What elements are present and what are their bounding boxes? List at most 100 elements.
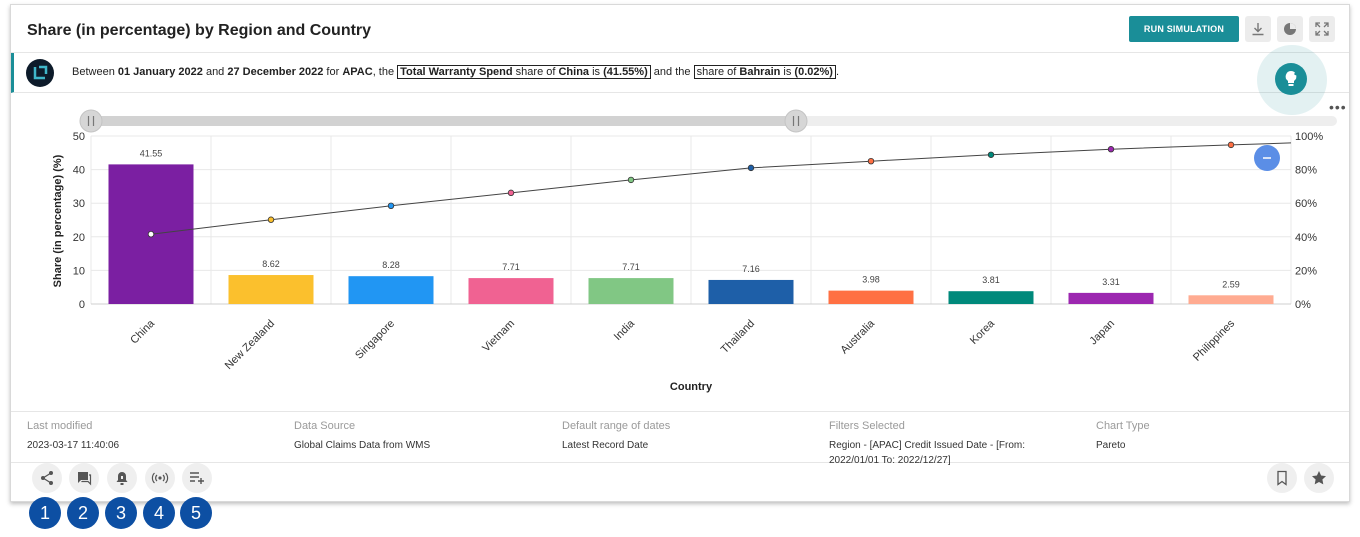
chart-card: Share (in percentage) by Region and Coun…	[10, 4, 1350, 502]
cumulative-point[interactable]	[987, 151, 995, 158]
insight-part: , the	[372, 66, 398, 78]
bar-value-label: 8.62	[262, 259, 280, 269]
x-tick-label: Vietnam	[480, 318, 517, 355]
page-title: Share (in percentage) by Region and Coun…	[27, 22, 372, 39]
y-tick-label: 10	[73, 265, 85, 277]
alert-button[interactable]	[107, 463, 137, 493]
chart-type-button[interactable]	[1277, 16, 1303, 42]
bar-value-label: 2.59	[1222, 279, 1240, 289]
bar-value-label: 3.31	[1102, 277, 1120, 287]
cumulative-point[interactable]	[867, 157, 875, 165]
insight-part: .	[835, 66, 840, 78]
insight-bottom-value: (0.02%)	[794, 66, 833, 78]
add-to-list-button[interactable]	[182, 463, 212, 493]
y-tick-label: 50	[73, 131, 85, 143]
card-header: Share (in percentage) by Region and Coun…	[11, 5, 1349, 53]
x-tick-label: Philippines	[1191, 317, 1237, 363]
step-badge-3: 3	[105, 497, 137, 529]
pareto-chart: 0 10 20 30 40 50 0% 20% 40% 60% 80% 100% 41.55 China 8…	[52, 109, 1337, 393]
meta-value: 2022/01/01 To: 2022/12/27]	[829, 455, 951, 466]
insight-part: is	[780, 66, 795, 78]
y2-tick-label: 80%	[1295, 165, 1317, 177]
cumulative-point[interactable]	[747, 164, 755, 172]
meta-filters: Filters Selected Region - [APAC] Credit …	[829, 420, 1025, 468]
x-tick-label: Australia	[838, 317, 877, 356]
meta-value: Pareto	[1096, 440, 1126, 451]
cumulative-line	[150, 142, 1292, 235]
range-slider-selection[interactable]	[91, 116, 796, 126]
zoom-out-button[interactable]	[1254, 145, 1280, 171]
bar-value-label: 7.71	[622, 262, 640, 272]
alert-bell-icon	[116, 472, 128, 485]
y-tick-label: 30	[73, 198, 85, 210]
bar-india[interactable]	[588, 278, 674, 304]
bar-value-label: 41.55	[140, 148, 163, 158]
meta-value: Global Claims Data from WMS	[294, 440, 431, 451]
bookmark-icon	[1277, 470, 1287, 486]
insight-top-country: China	[558, 66, 590, 78]
meta-label: Default range of dates	[562, 420, 671, 432]
insight-part: and	[202, 66, 228, 78]
cumulative-point[interactable]	[387, 202, 395, 210]
meta-value: 2023-03-17 11:40:06	[27, 440, 120, 451]
bar-thailand[interactable]	[708, 279, 794, 304]
bar-singapore[interactable]	[348, 276, 434, 304]
insight-end-date: 27 December 2022	[227, 66, 324, 78]
bar-new-zealand[interactable]	[228, 275, 314, 304]
bar-value-label: 7.71	[502, 262, 520, 272]
step-badge-1: 1	[29, 497, 61, 529]
x-tick-label: Japan	[1087, 318, 1117, 348]
cumulative-point[interactable]	[147, 230, 155, 238]
expand-button[interactable]	[1309, 16, 1335, 42]
insight-bottom-box: share of Bahrain is (0.02%)	[693, 65, 836, 79]
range-slider-handle-left[interactable]	[79, 109, 103, 133]
insight-text: Between 01 January 2022 and 27 December …	[72, 65, 840, 79]
pie-chart-icon	[1284, 23, 1296, 35]
cumulative-point[interactable]	[1227, 141, 1235, 149]
bookmark-button[interactable]	[1267, 463, 1297, 493]
comment-icon	[78, 472, 92, 486]
step-badge-5: 5	[180, 497, 212, 529]
meta-last-modified: Last modified 2023-03-17 11:40:06	[27, 420, 119, 453]
meta-date-range: Default range of dates Latest Record Dat…	[562, 420, 670, 453]
comments-button[interactable]	[69, 463, 99, 493]
x-tick-label: China	[128, 317, 157, 346]
share-button[interactable]	[32, 463, 62, 493]
insight-top-box: Total Warranty Spend share of China is (…	[397, 65, 651, 79]
brand-logo	[26, 59, 54, 87]
bar-value-label: 3.81	[982, 275, 1000, 285]
insight-bottom-country: Bahrain	[739, 66, 781, 78]
y-axis-label: Share (in percentage) (%)	[52, 154, 64, 287]
insight-part: and the	[650, 66, 694, 78]
cumulative-point[interactable]	[627, 176, 635, 184]
step-badge-2: 2	[67, 497, 99, 529]
bar-japan[interactable]	[1068, 292, 1154, 304]
y2-tick-label: 40%	[1295, 232, 1317, 244]
y-tick-label: 40	[73, 165, 85, 177]
favorite-button[interactable]	[1304, 463, 1334, 493]
insight-bulb-button[interactable]	[1275, 63, 1307, 95]
range-slider-handle-right[interactable]	[784, 109, 808, 133]
cumulative-point[interactable]	[1107, 146, 1115, 153]
meta-label: Chart Type	[1096, 420, 1150, 432]
bar-value-label: 7.16	[742, 264, 760, 274]
insight-start-date: 01 January 2022	[117, 66, 203, 78]
cumulative-point[interactable]	[267, 216, 275, 223]
insight-top-value: (41.55%)	[603, 66, 648, 78]
download-button[interactable]	[1245, 16, 1271, 42]
bar-philippines[interactable]	[1188, 295, 1274, 304]
download-icon	[1252, 23, 1264, 36]
cumulative-point[interactable]	[507, 189, 515, 197]
bar-korea[interactable]	[948, 291, 1034, 304]
bar-australia[interactable]	[828, 290, 914, 304]
more-options-icon[interactable]: •••	[1329, 99, 1347, 115]
meta-value: Region - [APAC] Credit Issued Date - [Fr…	[829, 440, 1025, 451]
y2-tick-label: 20%	[1295, 265, 1317, 277]
share-icon	[41, 471, 53, 485]
bar-vietnam[interactable]	[468, 278, 554, 304]
y2-tick-label: 0%	[1295, 299, 1311, 311]
y-tick-label: 20	[73, 232, 85, 244]
minus-icon	[1263, 157, 1271, 159]
broadcast-button[interactable]	[145, 463, 175, 493]
run-simulation-button[interactable]: RUN SIMULATION	[1129, 16, 1239, 42]
